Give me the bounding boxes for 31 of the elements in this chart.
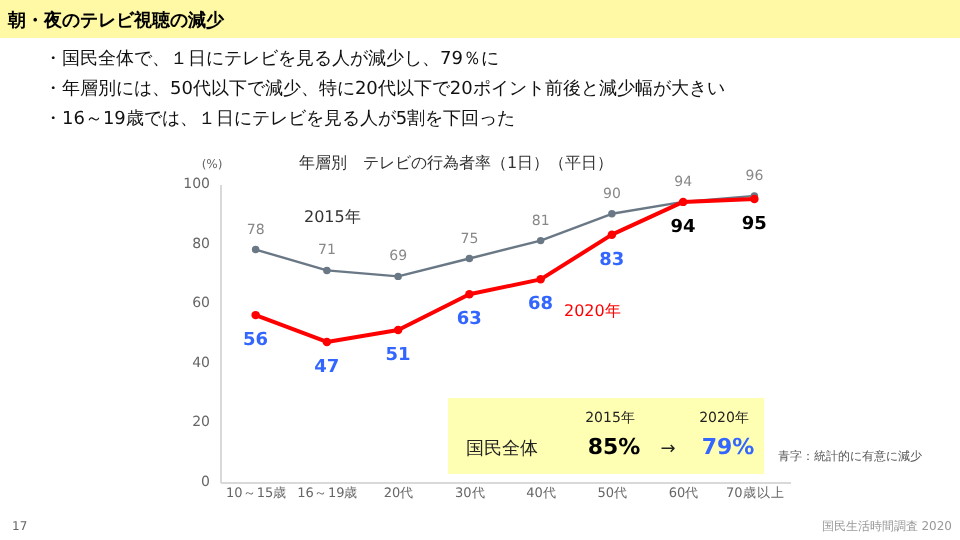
data-label: 94 xyxy=(670,217,696,238)
annotation: 国民全体 xyxy=(466,438,538,460)
chart-subtitle: 年層別 テレビの行為者率（1日）（平日） xyxy=(298,154,614,172)
data-label: 68 xyxy=(528,295,554,316)
annotation: → xyxy=(660,440,677,460)
data-label: 56 xyxy=(243,331,269,352)
point xyxy=(536,236,545,245)
data-label: 63 xyxy=(456,310,482,331)
data-label: 83 xyxy=(599,250,625,271)
point xyxy=(465,290,474,299)
text: ・国民全体で、１日にテレビを見る人が減少し、79％に xyxy=(44,48,499,70)
text: 2015年 xyxy=(304,208,361,226)
series-label: 2020年 xyxy=(564,302,621,320)
chart-title: 朝・夜のテレビ視聴の減少 xyxy=(6,10,226,32)
point xyxy=(394,272,402,281)
point xyxy=(322,337,332,347)
point xyxy=(608,210,616,218)
text: ・年層別には、50代以下で減少、特に20代以下で20ポイント前後と減少幅が大きい xyxy=(44,78,725,100)
point xyxy=(393,325,403,335)
point xyxy=(323,266,331,275)
point xyxy=(607,230,617,239)
annotation: 79% xyxy=(701,434,755,460)
data-label: 47 xyxy=(314,357,340,378)
annotation: 85% xyxy=(587,434,641,460)
data-label: 51 xyxy=(385,346,411,367)
data-label: 95 xyxy=(741,214,767,235)
point xyxy=(536,275,545,284)
point xyxy=(251,245,260,254)
text: ・16～19歳では、１日にテレビを見る人が5割を下回った xyxy=(44,108,516,130)
point xyxy=(465,254,474,263)
point xyxy=(251,310,260,320)
